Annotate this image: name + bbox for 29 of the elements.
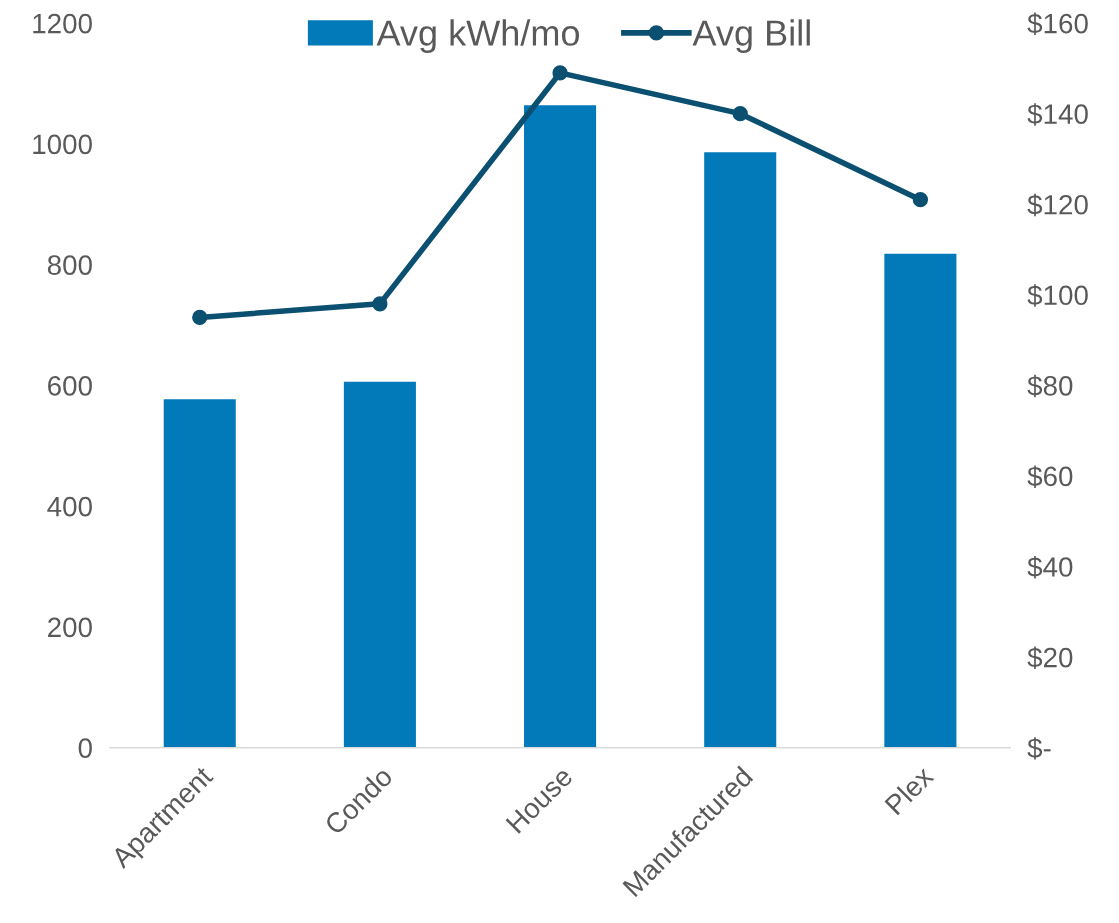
y-tick-label: 200	[48, 617, 92, 638]
y-tick-label: 0	[78, 738, 92, 758]
point	[192, 309, 208, 326]
bar	[163, 399, 236, 748]
y-tick-label: 400	[47, 496, 92, 517]
y2-tick-label: $60	[1027, 465, 1073, 488]
bar	[524, 105, 597, 748]
point	[372, 296, 388, 312]
point	[552, 65, 568, 81]
y2-tick-label: $100	[1027, 284, 1088, 307]
y-tick-label: 1200	[33, 13, 92, 34]
y2-tick-label: $140	[1027, 103, 1088, 126]
y2-tick-label: $40	[1027, 555, 1073, 579]
y2-tick-label: $160	[1027, 12, 1088, 36]
y-tick-label: 600	[48, 376, 92, 396]
bar	[884, 253, 957, 748]
bar	[704, 152, 777, 748]
point	[912, 192, 929, 208]
point	[732, 106, 748, 122]
legend-label: Avg Bill	[692, 19, 810, 54]
y2-tick-label: $20	[1027, 646, 1073, 670]
y2-tick-label: $120	[1027, 193, 1088, 217]
y2-tick-label: $80	[1027, 374, 1073, 398]
x-tick-label: Plex	[883, 764, 935, 816]
y2-tick-label: $-	[1027, 737, 1051, 760]
y-tick-label: 800	[47, 255, 92, 275]
y-tick-label: 1000	[33, 134, 92, 155]
bar	[343, 381, 416, 748]
legend-label: Avg kWh/mo	[376, 19, 580, 54]
